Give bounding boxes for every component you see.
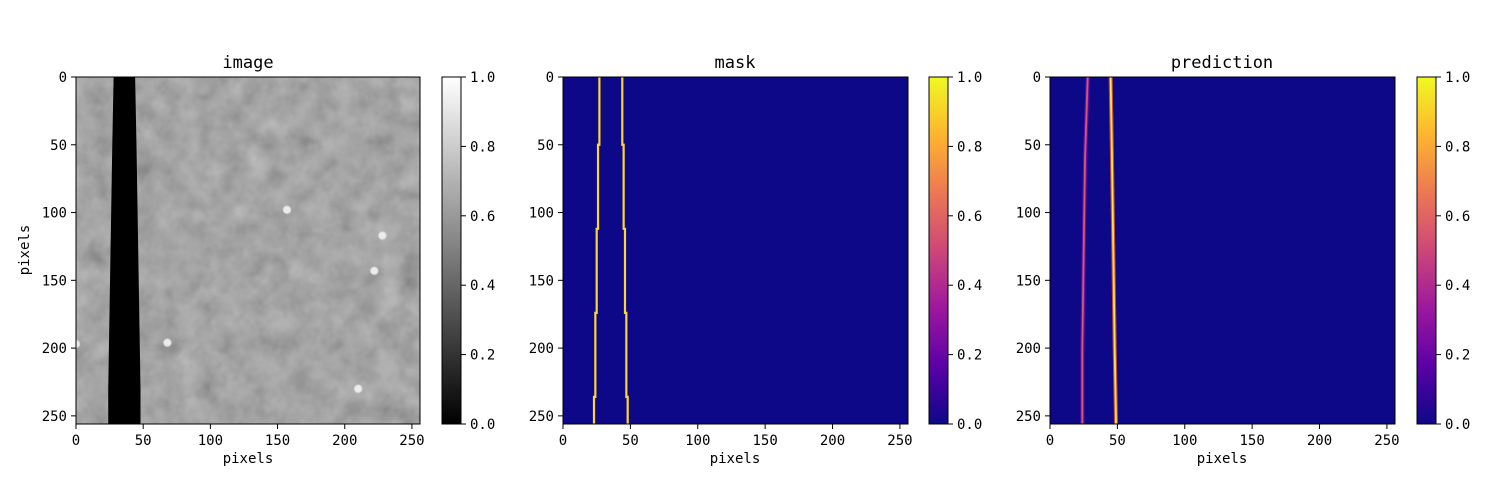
y-tick-label: 250 bbox=[1016, 409, 1041, 425]
mask-heatmap bbox=[563, 77, 908, 424]
prediction-colorbar bbox=[1416, 76, 1437, 425]
image-bright-spots bbox=[76, 205, 387, 393]
mask-frame bbox=[562, 76, 909, 425]
colorbar-tick-label: 0.0 bbox=[1445, 417, 1470, 433]
mask-xlabel: pixels bbox=[710, 451, 761, 467]
bright-spot bbox=[76, 340, 80, 349]
mask-colorbar bbox=[928, 76, 949, 425]
x-tick-label: 200 bbox=[1307, 433, 1332, 449]
bright-spot bbox=[378, 231, 387, 240]
x-tick-label: 50 bbox=[135, 433, 152, 449]
colorbar-tick-label: 0.8 bbox=[957, 139, 982, 155]
colorbar-tick-label: 1.0 bbox=[470, 70, 495, 86]
image-ylabel: pixels bbox=[17, 225, 33, 276]
mask-line bbox=[592, 77, 601, 424]
colorbar-tick-label: 0.8 bbox=[470, 139, 495, 155]
x-tick-label: 100 bbox=[1172, 433, 1197, 449]
y-tick-label: 100 bbox=[529, 206, 554, 222]
x-tick-label: 200 bbox=[332, 433, 357, 449]
y-tick-label: 250 bbox=[42, 409, 67, 425]
prediction-lines bbox=[1080, 77, 1119, 424]
bright-spot bbox=[354, 384, 363, 393]
x-tick-label: 50 bbox=[1109, 433, 1126, 449]
panel-image: image 0 50 100 150 200 250 0 50 100 150 200 250 pix… bbox=[17, 53, 495, 467]
y-tick-label: 0 bbox=[546, 70, 554, 86]
image-axes: 0 50 100 150 200 250 0 50 100 150 200 250 bbox=[42, 70, 425, 449]
y-tick-label: 200 bbox=[1016, 341, 1041, 357]
x-tick-label: 250 bbox=[887, 433, 912, 449]
mask-line bbox=[621, 77, 629, 424]
y-tick-label: 200 bbox=[529, 341, 554, 357]
colorbar-tick-label: 0.0 bbox=[957, 417, 982, 433]
prediction-line bbox=[1081, 77, 1089, 424]
y-tick-label: 50 bbox=[537, 138, 554, 154]
y-tick-label: 50 bbox=[1024, 138, 1041, 154]
y-tick-label: 150 bbox=[1016, 273, 1041, 289]
colorbar-tick-label: 0.6 bbox=[470, 209, 495, 225]
image-colorbar bbox=[441, 76, 462, 425]
prediction-xlabel: pixels bbox=[1197, 451, 1248, 467]
colorbar-tick-label: 0.4 bbox=[1445, 278, 1470, 294]
mask-lines bbox=[592, 77, 629, 424]
prediction-heatmap bbox=[1050, 77, 1395, 424]
prediction-line bbox=[1109, 77, 1117, 424]
panel-prediction: prediction 0 50 100 150 200 250 0 50 100 150 200 25… bbox=[1016, 53, 1471, 467]
mask-background bbox=[563, 77, 908, 424]
x-tick-label: 150 bbox=[265, 433, 290, 449]
image-dark-band bbox=[108, 77, 141, 424]
mask-axes: 0 50 100 150 200 250 0 50 100 150 200 250 bbox=[529, 70, 913, 449]
y-tick-label: 250 bbox=[529, 409, 554, 425]
y-tick-label: 0 bbox=[59, 70, 67, 86]
prediction-background bbox=[1050, 77, 1395, 424]
x-tick-label: 0 bbox=[559, 433, 567, 449]
x-tick-label: 200 bbox=[820, 433, 845, 449]
x-tick-label: 0 bbox=[72, 433, 80, 449]
bright-spot bbox=[282, 205, 291, 214]
panel-title-mask: mask bbox=[715, 53, 756, 73]
y-tick-label: 100 bbox=[42, 206, 67, 222]
colorbar-tick-label: 0.4 bbox=[470, 278, 495, 294]
panel-mask: mask 0 50 100 150 200 250 0 50 100 150 200 250 pixe… bbox=[529, 53, 983, 467]
y-tick-label: 150 bbox=[42, 273, 67, 289]
colorbar-tick-label: 0.8 bbox=[1445, 139, 1470, 155]
prediction-colorbar-ticks: 0.0 0.2 0.4 0.6 0.8 1.0 bbox=[1436, 70, 1470, 433]
colorbar-tick-label: 0.2 bbox=[1445, 348, 1470, 364]
colorbar-tick-label: 0.4 bbox=[957, 278, 982, 294]
colorbar-tick-label: 1.0 bbox=[1445, 70, 1470, 86]
colorbar-tick-label: 0.0 bbox=[470, 417, 495, 433]
colorbar-tick-label: 0.6 bbox=[1445, 209, 1470, 225]
panel-title-image: image bbox=[222, 53, 273, 73]
y-tick-label: 50 bbox=[50, 138, 67, 154]
image-colorbar-ticks: 0.0 0.2 0.4 0.6 0.8 1.0 bbox=[461, 70, 495, 433]
y-tick-label: 200 bbox=[42, 341, 67, 357]
x-tick-label: 100 bbox=[198, 433, 223, 449]
image-heatmap bbox=[76, 77, 420, 424]
mask-colorbar-ticks: 0.0 0.2 0.4 0.6 0.8 1.0 bbox=[948, 70, 982, 433]
colorbar-tick-label: 1.0 bbox=[957, 70, 982, 86]
x-tick-label: 150 bbox=[753, 433, 778, 449]
x-tick-label: 0 bbox=[1046, 433, 1054, 449]
bright-spot bbox=[163, 338, 172, 347]
panel-title-prediction: prediction bbox=[1171, 53, 1273, 73]
image-xlabel: pixels bbox=[223, 451, 274, 467]
colorbar-tick-label: 0.6 bbox=[957, 209, 982, 225]
x-tick-label: 100 bbox=[685, 433, 710, 449]
y-tick-label: 150 bbox=[529, 273, 554, 289]
image-frame bbox=[75, 76, 421, 425]
x-tick-label: 250 bbox=[399, 433, 424, 449]
x-tick-label: 150 bbox=[1240, 433, 1265, 449]
prediction-frame bbox=[1049, 76, 1396, 425]
x-tick-label: 250 bbox=[1374, 433, 1399, 449]
y-tick-label: 0 bbox=[1033, 70, 1041, 86]
y-tick-label: 100 bbox=[1016, 206, 1041, 222]
bright-spot bbox=[370, 266, 379, 275]
prediction-axes: 0 50 100 150 200 250 0 50 100 150 200 250 bbox=[1016, 70, 1400, 449]
colorbar-tick-label: 0.2 bbox=[470, 348, 495, 364]
colorbar-tick-label: 0.2 bbox=[957, 348, 982, 364]
x-tick-label: 50 bbox=[622, 433, 639, 449]
